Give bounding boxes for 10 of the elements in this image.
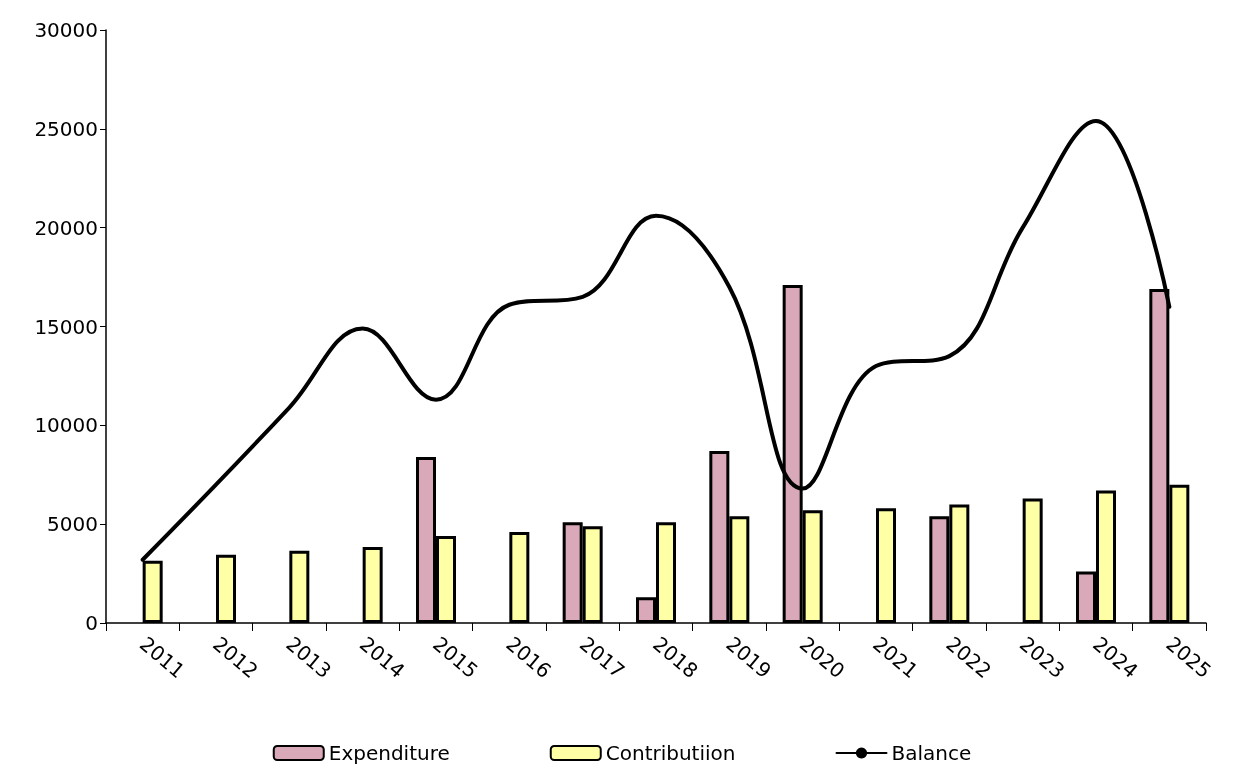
legend-label: Balance [891,741,972,765]
legend-label: Contributiion [605,741,736,765]
y-tick-label: 10000 [34,413,98,438]
y-tick-label: 15000 [34,314,98,339]
legend-label: Expenditure [328,741,450,765]
y-tick-label: 0 [85,611,98,635]
y-tick-label: 5000 [47,512,98,537]
y-tick-label: 25000 [34,116,98,141]
y-tick-label: 30000 [34,18,98,42]
y-tick-label: 20000 [34,215,98,240]
